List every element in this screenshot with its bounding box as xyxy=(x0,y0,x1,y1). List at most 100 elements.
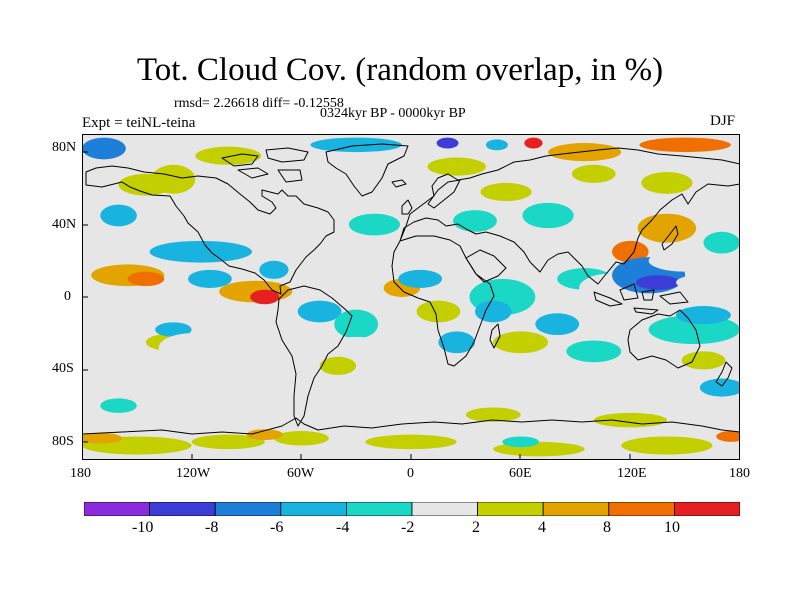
anomaly-patch xyxy=(465,407,521,422)
anomaly-patch xyxy=(436,137,459,149)
colorbar-label: -6 xyxy=(270,519,284,536)
colorbar-label: -10 xyxy=(132,519,154,536)
anomaly-patch xyxy=(703,231,740,254)
lat-label: 0 xyxy=(64,289,71,304)
coastline-scandinavia xyxy=(427,179,461,209)
colorbar-box xyxy=(674,502,740,516)
colorbar-box xyxy=(84,502,150,516)
season-label: DJF xyxy=(710,113,736,129)
anomaly-patch xyxy=(319,356,357,375)
lon-label: 120E xyxy=(617,466,647,481)
anomaly-patch xyxy=(195,146,262,165)
anomaly-patch xyxy=(416,300,461,323)
anomaly-patch xyxy=(188,269,232,288)
anomaly-patch xyxy=(273,431,329,446)
lon-label: 60E xyxy=(509,466,532,481)
lat-label: 80S xyxy=(52,434,74,449)
anomaly-patch xyxy=(246,429,284,441)
anomaly-patch xyxy=(348,213,401,236)
anomaly-patch xyxy=(250,289,280,305)
lon-label: 180 xyxy=(729,466,750,481)
colorbar-label: 2 xyxy=(472,519,480,536)
anomaly-patch xyxy=(100,204,137,227)
period-text: 0324kyr BP - 0000kyr BP xyxy=(320,106,466,121)
anomaly-patch xyxy=(310,137,402,153)
anomaly-patch xyxy=(82,432,123,444)
coastline-eurasia xyxy=(399,147,740,285)
coastline-africa xyxy=(391,235,495,367)
coastline-antarctica xyxy=(82,417,740,435)
colorbar-box xyxy=(477,502,544,516)
anomaly-map xyxy=(82,134,740,460)
lat-label: 80N xyxy=(52,140,77,155)
colorbar-box xyxy=(608,502,675,516)
colorbar-box xyxy=(149,502,216,516)
anomaly-patch xyxy=(676,273,740,292)
coastline-north-america xyxy=(85,165,335,295)
colorbar-box xyxy=(214,502,282,516)
coastline-new-zealand xyxy=(715,361,733,387)
coastline-arctic-islands xyxy=(221,147,309,183)
lon-label: 120W xyxy=(176,466,211,481)
anomaly-patch xyxy=(493,331,549,354)
stats-text: rmsd= 2.26618 diff= -0.12558 xyxy=(174,96,344,111)
anomaly-patch xyxy=(149,240,252,263)
lon-label: 0 xyxy=(407,466,414,481)
anomaly-patch xyxy=(635,275,680,290)
anomaly-patch xyxy=(637,213,697,243)
anomaly-patch xyxy=(676,306,731,325)
anomaly-patch xyxy=(259,260,289,279)
anomaly-patch xyxy=(453,210,497,232)
anomaly-patch xyxy=(641,172,693,194)
colorbar-box xyxy=(280,502,347,516)
coastline-japan xyxy=(661,225,679,251)
anomaly-patch xyxy=(485,139,508,151)
coastlines xyxy=(82,143,740,435)
colorbar-label: 4 xyxy=(538,519,546,536)
lon-label: 60W xyxy=(287,466,315,481)
experiment-label: Expt = teiNL-teina xyxy=(82,115,196,131)
anomaly-patch xyxy=(571,164,616,183)
colorbar-box xyxy=(345,502,413,516)
anomaly-patches xyxy=(82,137,740,457)
anomaly-patch xyxy=(548,143,622,162)
coastline-indonesia xyxy=(593,283,689,315)
colorbar-label: -4 xyxy=(336,519,350,536)
anomaly-patch xyxy=(100,398,137,413)
anomaly-patch xyxy=(480,182,532,202)
anomaly-patch xyxy=(82,137,126,160)
anomaly-patch xyxy=(151,164,196,194)
coastline-madagascar xyxy=(489,323,501,349)
coastline-south-america xyxy=(275,285,353,427)
colorbar-label: 10 xyxy=(664,519,680,536)
anomaly-patch xyxy=(621,436,713,455)
anomaly-patch xyxy=(648,249,722,272)
anomaly-patch xyxy=(535,313,580,336)
colorbar-box xyxy=(542,502,610,516)
anomaly-patch xyxy=(427,157,486,176)
colorbar xyxy=(84,502,740,516)
anomaly-patch xyxy=(438,331,475,354)
anomaly-patch xyxy=(612,240,649,263)
lat-label: 40S xyxy=(52,361,74,376)
anomaly-patch xyxy=(334,309,379,339)
anomaly-patch xyxy=(365,434,457,450)
coastline-greenland xyxy=(325,143,409,197)
colorbar-label: -2 xyxy=(401,519,415,536)
anomaly-patch xyxy=(191,434,265,450)
coastline-britain xyxy=(401,199,413,215)
anomaly-patch xyxy=(681,351,726,370)
anomaly-patch xyxy=(699,378,740,397)
anomaly-patch xyxy=(127,271,165,287)
chart-title: Tot. Cloud Cov. (random overlap, in %) xyxy=(136,52,664,88)
anomaly-patch xyxy=(522,202,574,229)
colorbar-label: -8 xyxy=(205,519,219,536)
anomaly-patch xyxy=(716,431,740,442)
map-ticks xyxy=(82,151,631,460)
anomaly-patch xyxy=(524,137,543,149)
lat-label: 40N xyxy=(52,217,77,232)
anomaly-patch xyxy=(297,300,342,323)
coastline-australia xyxy=(627,309,701,369)
anomaly-patch xyxy=(502,436,539,448)
anomaly-patch xyxy=(566,340,622,363)
